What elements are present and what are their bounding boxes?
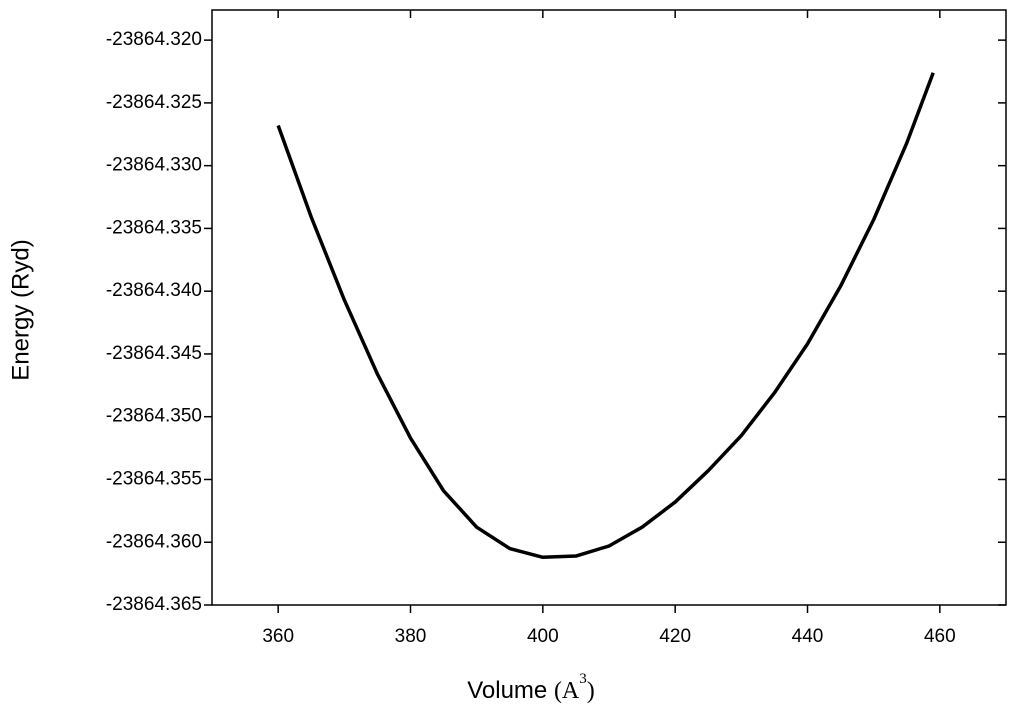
y-tick-label: -23864.340: [106, 280, 202, 301]
y-tick-label: -23864.345: [106, 343, 202, 364]
data-line: [276, 72, 935, 560]
y-axis-label: Energy (Ryd): [7, 239, 34, 380]
y-tick-label: -23864.330: [106, 155, 202, 176]
x-label-sup: 3: [579, 671, 587, 687]
x-label-text: Volume: [467, 677, 554, 704]
x-tick-label: 380: [395, 626, 427, 647]
y-tick-label: -23864.350: [106, 406, 202, 427]
x-tick-label: 400: [527, 626, 559, 647]
x-label-end: ): [587, 678, 595, 704]
y-tick-label: -23864.335: [106, 217, 202, 238]
x-tick-label: 460: [924, 626, 956, 647]
x-tick-label: 360: [262, 626, 294, 647]
x-axis-label: Volume (A3): [467, 671, 595, 704]
x-tick-label: 420: [659, 626, 691, 647]
y-tick-label: -23864.325: [106, 92, 202, 113]
y-tick-label: -23864.360: [106, 531, 202, 552]
y-tick-label: -23864.355: [106, 468, 202, 489]
x-tick-label: 440: [792, 626, 824, 647]
y-tick-label: -23864.320: [106, 29, 202, 50]
y-tick-label: -23864.365: [106, 594, 202, 615]
plot-frame: [211, 9, 1007, 606]
x-label-unit: (A: [554, 678, 580, 704]
